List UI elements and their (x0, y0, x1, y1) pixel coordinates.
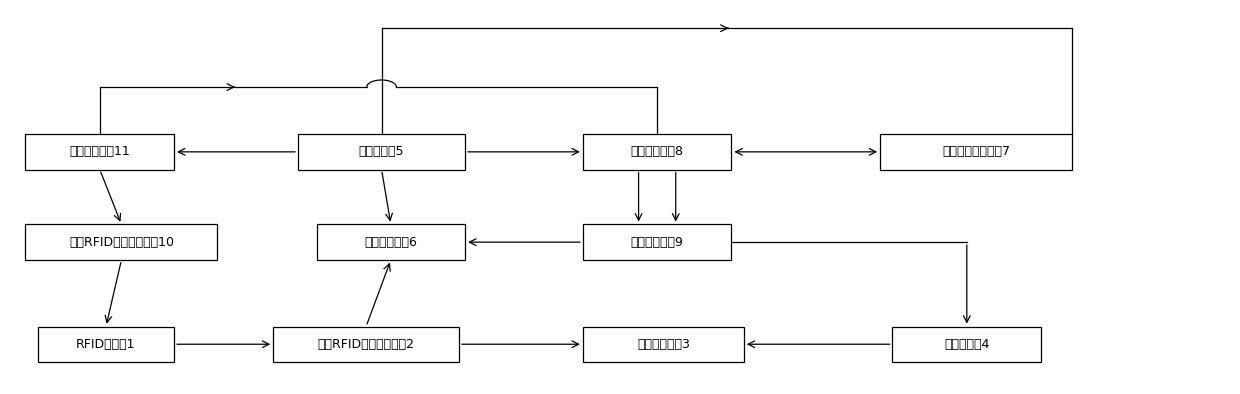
Bar (583, 327, 744, 362)
Text: 升降控制器4: 升降控制器4 (944, 338, 990, 351)
Text: 无线路由器5: 无线路由器5 (358, 145, 404, 158)
Bar (316, 225, 465, 260)
Bar (583, 134, 732, 169)
Text: 堆垛数据管控终端7: 堆垛数据管控终端7 (942, 145, 1011, 158)
Bar (273, 327, 459, 362)
Bar (38, 327, 174, 362)
Bar (26, 134, 174, 169)
Text: 第四无线网卡11: 第四无线网卡11 (69, 145, 130, 158)
Bar (893, 327, 1042, 362)
Bar (298, 134, 465, 169)
Text: 第二无线网卡8: 第二无线网卡8 (631, 145, 683, 158)
Text: 第一RFID非接触读卡器2: 第一RFID非接触读卡器2 (317, 338, 414, 351)
Text: 第二RFID非接触读卡器10: 第二RFID非接触读卡器10 (69, 236, 174, 249)
Text: 第三无线网卡9: 第三无线网卡9 (631, 236, 683, 249)
Bar (26, 225, 217, 260)
Bar (880, 134, 1073, 169)
Text: RFID标签卡1: RFID标签卡1 (76, 338, 135, 351)
Text: 第一无线网卡6: 第一无线网卡6 (365, 236, 418, 249)
Bar (583, 225, 732, 260)
Text: 运动升降装置3: 运动升降装置3 (637, 338, 689, 351)
